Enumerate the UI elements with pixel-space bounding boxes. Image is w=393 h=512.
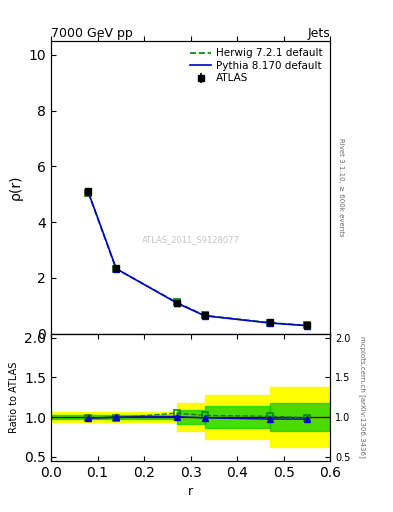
- Herwig 7.2.1 default: [202, 312, 207, 318]
- Herwig 7.2.1 default: [174, 300, 179, 306]
- Line: Pythia 8.170 default: Pythia 8.170 default: [88, 192, 307, 326]
- Herwig 7.2.1 default: [86, 190, 91, 196]
- Pythia 8.170 default: [86, 189, 91, 195]
- Herwig 7.2.1 default: [267, 319, 272, 326]
- Text: Jets: Jets: [307, 27, 330, 40]
- Pythia 8.170 default: [202, 313, 207, 319]
- Pythia 8.170 default: [174, 300, 179, 306]
- Y-axis label: Ratio to ATLAS: Ratio to ATLAS: [9, 361, 19, 433]
- Herwig 7.2.1 default: [305, 323, 309, 329]
- Line: Herwig 7.2.1 default: Herwig 7.2.1 default: [88, 193, 307, 326]
- Text: 7000 GeV pp: 7000 GeV pp: [51, 27, 133, 40]
- Pythia 8.170 default: [305, 323, 309, 329]
- Y-axis label: ρ(r): ρ(r): [9, 175, 23, 200]
- Pythia 8.170 default: [267, 320, 272, 326]
- Y-axis label: Rivet 3.1.10, ≥ 600k events: Rivet 3.1.10, ≥ 600k events: [338, 138, 344, 237]
- Legend: Herwig 7.2.1 default, Pythia 8.170 default, ATLAS: Herwig 7.2.1 default, Pythia 8.170 defau…: [188, 46, 325, 86]
- Y-axis label: mcplots.cern.ch [arXiv:1306.3436]: mcplots.cern.ch [arXiv:1306.3436]: [359, 336, 365, 458]
- Herwig 7.2.1 default: [114, 266, 119, 272]
- Pythia 8.170 default: [114, 266, 119, 272]
- Text: ATLAS_2011_S9128077: ATLAS_2011_S9128077: [141, 236, 240, 244]
- X-axis label: r: r: [188, 485, 193, 498]
